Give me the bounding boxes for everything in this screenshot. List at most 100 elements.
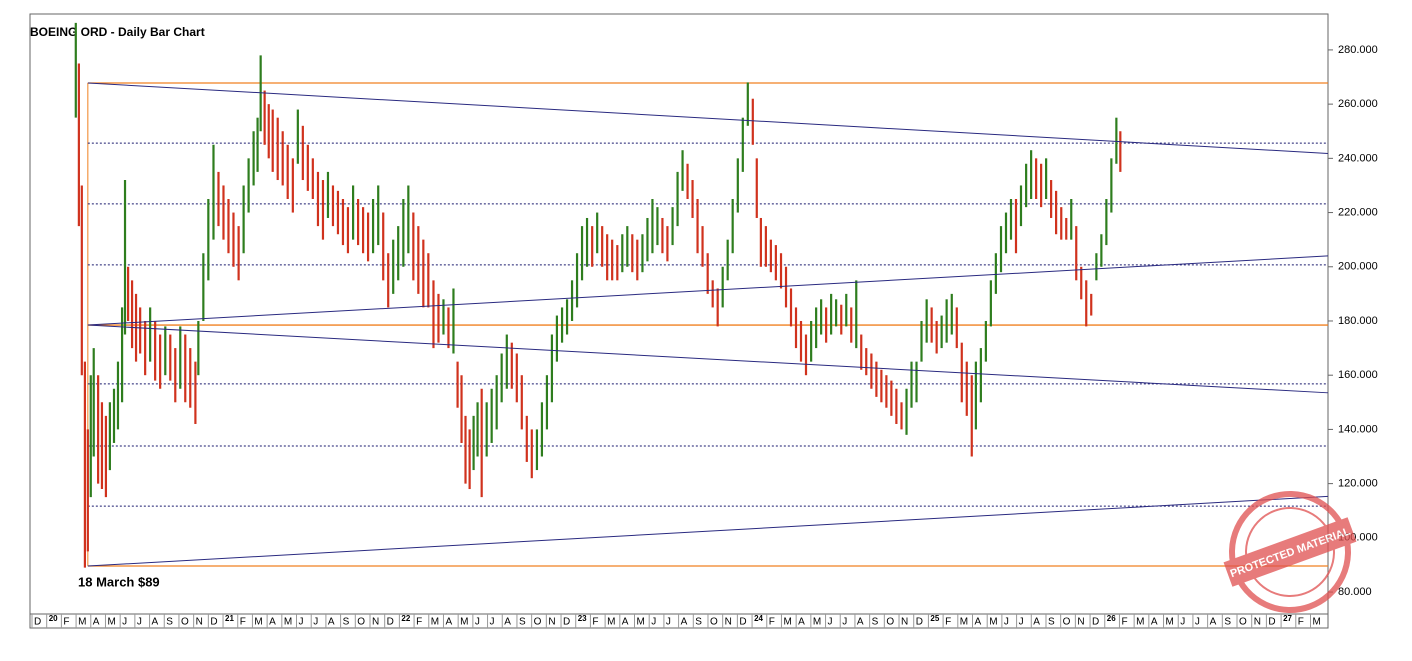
x-tick-label: F — [769, 617, 775, 628]
x-tick-label: D — [916, 617, 923, 628]
annotation: 18 March $89 — [78, 574, 160, 589]
year-cell — [1282, 615, 1295, 621]
y-tick-label: 180.000 — [1338, 315, 1378, 327]
x-tick-label: O — [181, 617, 189, 628]
x-tick-label: N — [548, 617, 555, 628]
x-tick-label: 22 — [401, 614, 410, 623]
x-tick-label: F — [592, 617, 598, 628]
x-tick-label: D — [34, 617, 41, 628]
x-tick-label: A — [152, 617, 159, 628]
year-cell — [47, 615, 61, 621]
x-tick-label: A — [974, 617, 981, 628]
x-tick-label: M — [783, 617, 791, 628]
x-tick-label: N — [196, 617, 203, 628]
y-tick-label: 160.000 — [1338, 369, 1378, 381]
x-tick-label: M — [989, 617, 997, 628]
y-tick-label: 80.000 — [1338, 586, 1372, 598]
x-tick-label: A — [328, 617, 335, 628]
x-tick-label: O — [534, 617, 542, 628]
x-tick-label: D — [739, 617, 746, 628]
x-tick-label: D — [210, 617, 217, 628]
x-tick-label: M — [460, 617, 468, 628]
y-tick-label: 200.000 — [1338, 261, 1378, 273]
y-tick-label: 280.000 — [1338, 44, 1378, 56]
x-tick-label: N — [725, 617, 732, 628]
x-tick-label: M — [960, 617, 968, 628]
x-tick-label: A — [504, 617, 511, 628]
trendline — [87, 255, 1329, 326]
x-tick-label: S — [695, 617, 702, 628]
x-tick-label: F — [63, 617, 69, 628]
x-tick-label: A — [1210, 617, 1217, 628]
x-tick-label: S — [872, 617, 879, 628]
x-tick-label: M — [1312, 617, 1320, 628]
x-tick-label: N — [1077, 617, 1084, 628]
x-tick-label: 27 — [1283, 614, 1292, 623]
x-tick-label: 23 — [578, 614, 587, 623]
x-tick-label: 21 — [225, 614, 234, 623]
x-tick-label: F — [1298, 617, 1304, 628]
x-tick-label: J — [475, 617, 480, 628]
x-tick-label: F — [240, 617, 246, 628]
x-tick-label: M — [813, 617, 821, 628]
year-cell — [224, 615, 237, 621]
x-tick-label: 25 — [930, 614, 939, 623]
x-tick-label: A — [681, 617, 688, 628]
stamp-band — [1223, 517, 1357, 587]
x-tick-label: D — [387, 617, 394, 628]
year-cell — [576, 615, 590, 621]
x-tick-label: M — [637, 617, 645, 628]
x-tick-label: S — [166, 617, 173, 628]
x-tick-label: O — [357, 617, 365, 628]
x-tick-label: M — [107, 617, 115, 628]
x-tick-label: A — [93, 617, 100, 628]
x-tick-label: O — [1239, 617, 1247, 628]
year-cell — [929, 615, 943, 621]
chart-title: BOEING ORD - Daily Bar Chart — [30, 25, 205, 39]
x-tick-label: J — [828, 617, 833, 628]
x-tick-label: M — [284, 617, 292, 628]
x-tick-label: A — [798, 617, 805, 628]
trendline — [87, 495, 1329, 567]
y-tick-label: 260.000 — [1338, 98, 1378, 110]
y-tick-label: 120.000 — [1338, 478, 1378, 490]
x-tick-label: N — [372, 617, 379, 628]
year-cell — [1105, 615, 1119, 621]
x-tick-label: J — [137, 617, 142, 628]
x-tick-label: S — [343, 617, 350, 628]
x-tick-label: 24 — [754, 614, 763, 623]
x-tick-label: N — [901, 617, 908, 628]
x-tick-label: A — [622, 617, 629, 628]
x-tick-label: 20 — [49, 614, 58, 623]
x-tick-label: J — [1180, 617, 1185, 628]
trendline — [87, 82, 1329, 154]
x-tick-label: M — [78, 617, 86, 628]
x-tick-label: M — [431, 617, 439, 628]
x-tick-label: M — [254, 617, 262, 628]
y-tick-label: 240.000 — [1338, 152, 1378, 164]
x-tick-label: D — [1092, 617, 1099, 628]
x-tick-label: A — [269, 617, 276, 628]
x-tick-label: F — [1121, 617, 1127, 628]
y-tick-label: 140.000 — [1338, 423, 1378, 435]
x-tick-label: J — [490, 617, 495, 628]
x-tick-label: J — [666, 617, 671, 628]
x-tick-label: F — [416, 617, 422, 628]
x-tick-label: M — [1136, 617, 1144, 628]
x-tick-label: J — [122, 617, 127, 628]
x-tick-label: J — [313, 617, 318, 628]
x-tick-label: J — [842, 617, 847, 628]
x-tick-label: O — [1063, 617, 1071, 628]
trendline — [87, 324, 1329, 394]
x-tick-label: A — [857, 617, 864, 628]
year-cell — [753, 615, 766, 621]
x-tick-label: S — [1048, 617, 1055, 628]
x-tick-label: A — [1151, 617, 1158, 628]
x-tick-label: S — [1224, 617, 1231, 628]
x-tick-label: J — [1019, 617, 1024, 628]
x-tick-label: J — [651, 617, 656, 628]
x-tick-label: F — [945, 617, 951, 628]
x-tick-label: O — [710, 617, 718, 628]
